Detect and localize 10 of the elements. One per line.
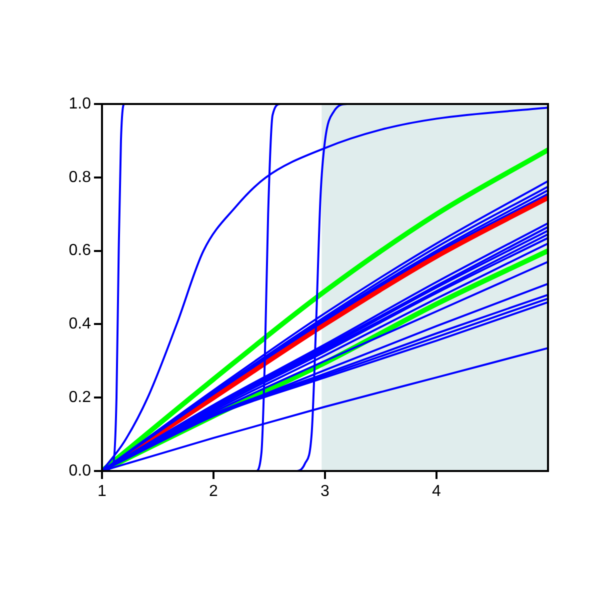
y-tick-label: 0.4 <box>68 316 92 333</box>
x-tick-label: 3 <box>320 483 330 500</box>
y-tick-label: 0.8 <box>68 168 92 186</box>
y-tick-label: 0.6 <box>68 242 92 260</box>
y-tick-label: 0.2 <box>68 389 92 406</box>
y-tick-label: 0.0 <box>68 462 92 480</box>
x-tick-label: 2 <box>209 483 218 500</box>
y-tick-label: 1.0 <box>68 95 92 112</box>
x-tick-label: 4 <box>432 483 442 500</box>
x-tick-label: 1 <box>98 483 107 500</box>
